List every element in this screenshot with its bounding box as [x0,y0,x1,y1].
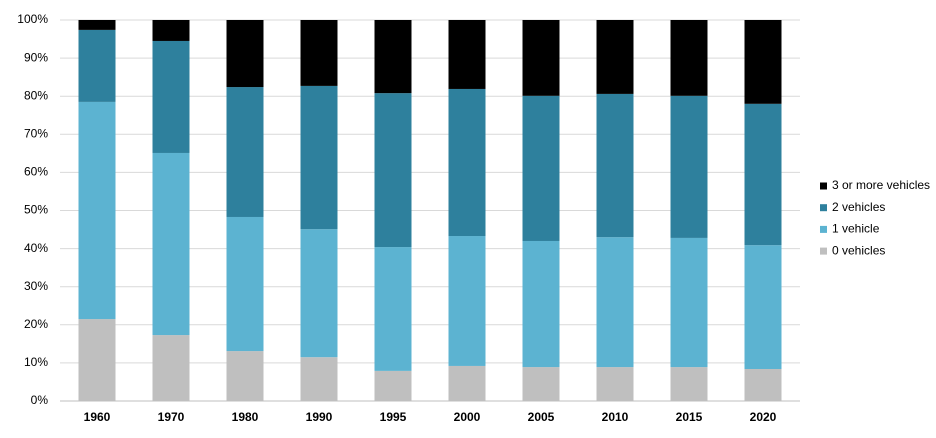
bar-segment [596,237,634,368]
bar-segment [78,20,116,30]
bar-segment [226,20,264,88]
bar-segment [226,87,264,217]
y-tick-label: 80% [24,88,48,102]
x-tick-label: 1995 [380,410,407,424]
bar-segment [226,351,264,401]
bar-segment [152,152,190,336]
bar-segment [152,20,190,41]
legend-label: 2 vehicles [832,200,885,214]
y-tick-label: 70% [24,126,48,140]
legend-label: 1 vehicle [832,222,880,236]
bar-segment [670,367,708,401]
legend-swatch [820,247,827,255]
bar-segment [670,237,708,368]
legend-swatch [820,182,827,190]
bar-segment [448,20,486,89]
bar-segment [522,367,560,401]
bar-segment [374,370,412,401]
y-tick-label: 40% [24,241,48,255]
bar-segment [152,335,190,401]
y-tick-label: 50% [24,203,48,217]
bar-segment [226,216,264,352]
bar-segment [522,240,560,368]
bar-segment [374,20,412,94]
bar-segment [448,88,486,237]
bar-segment [448,365,486,401]
bar-segment [78,101,116,320]
bar-segment [596,20,634,94]
y-tick-label: 60% [24,165,48,179]
bar-segment [300,85,338,230]
bar-segment [596,367,634,401]
y-tick-label: 100% [17,12,48,26]
x-tick-label: 2015 [676,410,703,424]
legend-swatch [820,204,827,212]
bar-segment [670,20,708,96]
legend-label: 0 vehicles [832,243,885,257]
bar-segment [300,20,338,86]
bar-segment [300,357,338,401]
bar-segment [744,103,782,246]
y-tick-label: 20% [24,317,48,331]
legend-swatch [820,225,827,233]
bar-segment [448,236,486,366]
x-tick-label: 1970 [158,410,185,424]
x-tick-label: 2020 [750,410,777,424]
x-tick-label: 2005 [528,410,555,424]
bar-segment [78,319,116,401]
bar-segment [596,93,634,238]
bar-segment [374,247,412,371]
y-tick-label: 0% [31,393,49,407]
x-tick-label: 1980 [232,410,259,424]
x-tick-label: 1990 [306,410,333,424]
bar-segment [374,93,412,248]
x-tick-label: 1960 [84,410,111,424]
bar-segment [522,95,560,241]
bar-segment [152,40,190,153]
bar-segment [744,20,782,104]
x-tick-label: 2000 [454,410,481,424]
y-tick-label: 30% [24,279,48,293]
bar-segment [300,229,338,358]
x-tick-label: 2010 [602,410,629,424]
bar-segment [670,95,708,238]
bar-segment [744,368,782,401]
y-tick-label: 90% [24,50,48,64]
bar-segment [78,29,116,102]
legend-label: 3 or more vehicles [832,178,930,192]
bar-segment [522,20,560,96]
y-tick-label: 10% [24,355,48,369]
bar-segment [744,245,782,369]
